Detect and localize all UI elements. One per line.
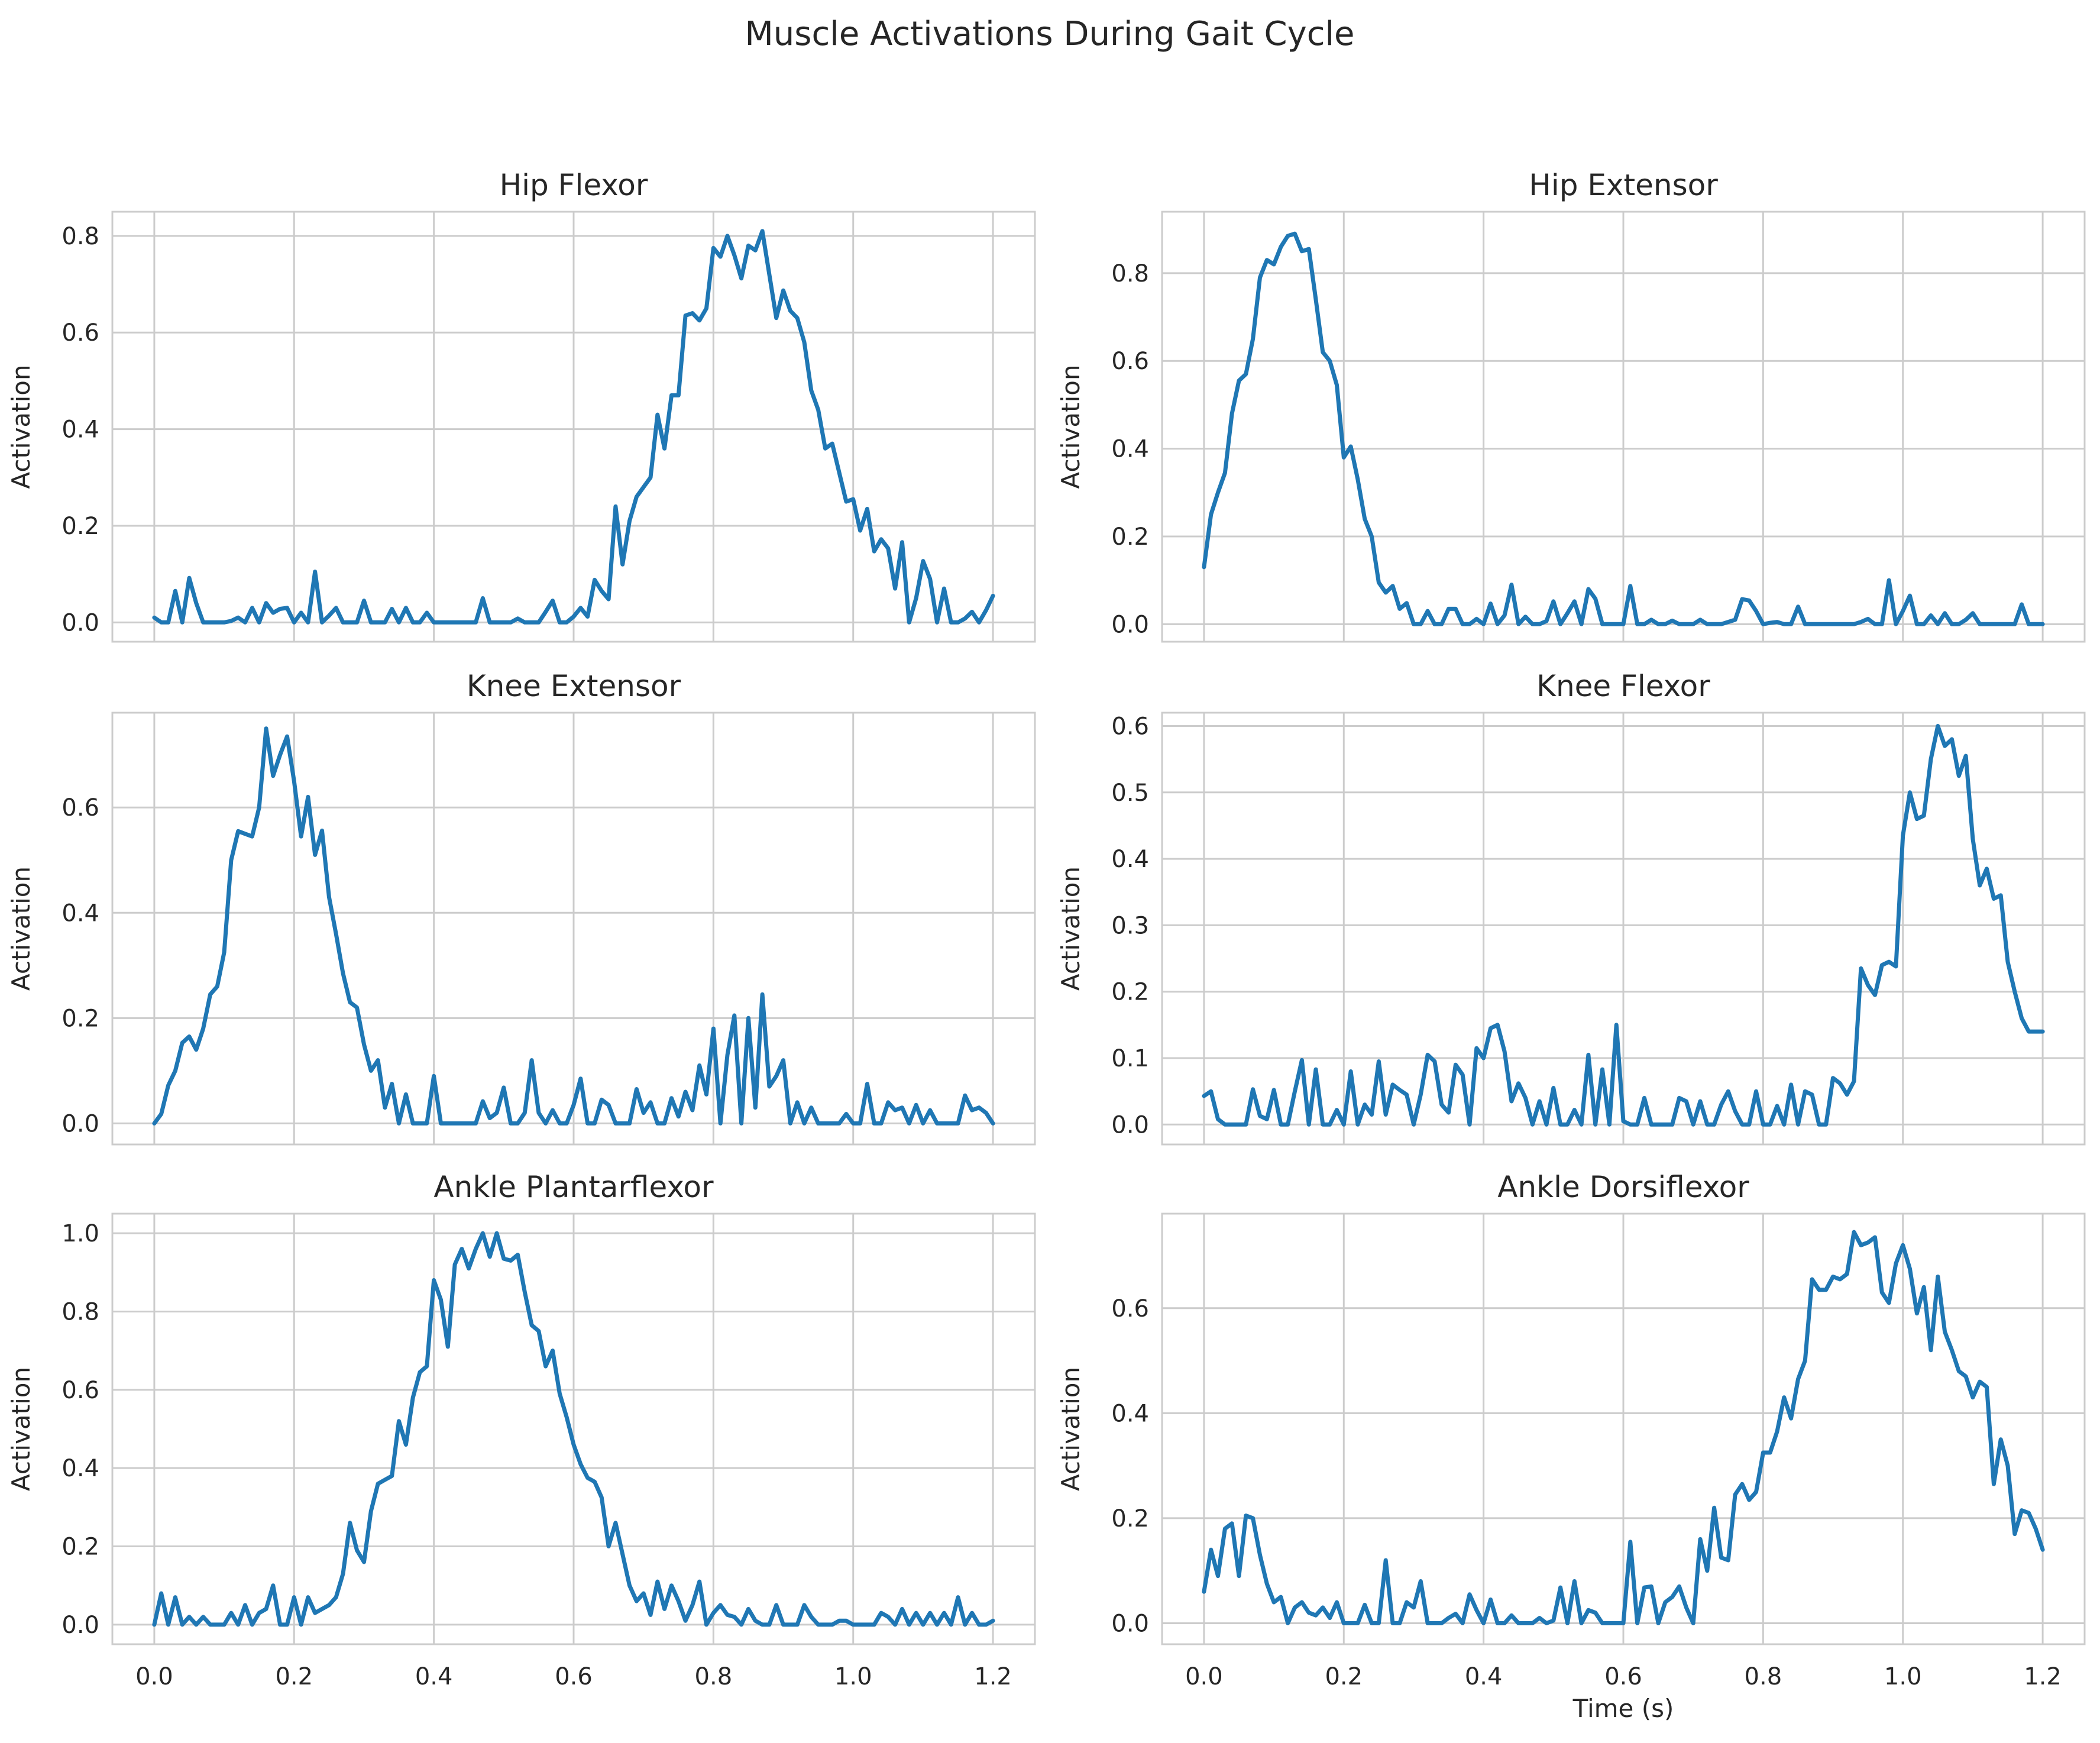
ankle-dorsiflexor-axes-frame [1161, 1212, 2086, 1645]
knee-extensor-y-tick-label: 0.6 [62, 794, 99, 822]
hip-flexor-activation-line [152, 229, 995, 625]
knee-flexor-y-tick-label: 0.3 [1111, 912, 1149, 939]
hip-extensor-y-tick-label: 0.8 [1111, 260, 1149, 287]
hip-extensor-y-tick-label: 0.6 [1111, 348, 1149, 375]
knee-extensor-y-tick-label: 0.4 [62, 900, 99, 927]
ankle-dorsiflexor-x-tick-label: 0.2 [1325, 1663, 1363, 1690]
ankle-dorsiflexor-x-tick-label: 0.6 [1604, 1663, 1642, 1690]
ankle-dorsiflexor-y-axis-label: Activation [1056, 1367, 1085, 1491]
ankle-plantarflexor-title: Ankle Plantarflexor [433, 1170, 714, 1204]
ankle-plantarflexor-y-tick-label: 0.2 [62, 1534, 99, 1561]
knee-flexor-axes-frame [1161, 712, 2086, 1146]
hip-extensor-activation-line [1202, 231, 2045, 626]
hip-flexor-title: Hip Flexor [500, 168, 648, 202]
figure-title: Muscle Activations During Gait Cycle [745, 15, 1354, 53]
hip-extensor-y-tick-label: 0.4 [1111, 436, 1149, 463]
ankle-dorsiflexor-x-axis-label: Time (s) [1572, 1694, 1674, 1723]
knee-extensor-y-axis-label: Activation [7, 866, 35, 991]
hip-extensor-y-axis-label: Activation [1056, 364, 1085, 489]
subplot-hip-flexor: 0.0 0.2 0.4 0.6 0.8 Hip Flexor Activation [7, 168, 1036, 643]
ankle-plantarflexor-x-tick-label: 0.8 [695, 1663, 733, 1690]
knee-flexor-y-tick-label: 0.4 [1111, 846, 1149, 873]
ankle-dorsiflexor-x-tick-label: 0.4 [1465, 1663, 1503, 1690]
ankle-plantarflexor-y-tick-label: 0.4 [62, 1455, 99, 1482]
hip-flexor-y-tick-label: 0.8 [62, 223, 99, 250]
knee-flexor-title: Knee Flexor [1536, 669, 1710, 703]
ankle-plantarflexor-y-tick-label: 0.6 [62, 1377, 99, 1404]
hip-flexor-y-tick-label: 0.0 [62, 609, 99, 636]
ankle-plantarflexor-x-tick-label: 0.2 [275, 1663, 313, 1690]
hip-extensor-axes-frame [1161, 211, 2086, 643]
ankle-dorsiflexor-x-tick-label: 1.2 [2024, 1663, 2062, 1690]
ankle-dorsiflexor-activation-line [1202, 1230, 2045, 1625]
knee-extensor-title: Knee Extensor [467, 669, 681, 703]
hip-extensor-title: Hip Extensor [1529, 168, 1718, 202]
ankle-plantarflexor-y-tick-label: 0.0 [62, 1612, 99, 1639]
ankle-plantarflexor-x-tick-label: 0.6 [555, 1663, 593, 1690]
subplot-ankle-dorsiflexor: 0.0 0.2 0.4 0.6 0.0 0.2 0.4 0.6 0.8 1.0 1.2 Ankle D… [1056, 1170, 2086, 1723]
ankle-dorsiflexor-x-tick-label: 0.8 [1745, 1663, 1782, 1690]
ankle-plantarflexor-x-tick-label: 0.0 [135, 1663, 173, 1690]
ankle-dorsiflexor-y-tick-label: 0.6 [1111, 1295, 1149, 1322]
subplot-hip-extensor: 0.0 0.2 0.4 0.6 0.8 Hip Extensor Activation [1056, 168, 2086, 643]
ankle-dorsiflexor-y-tick-label: 0.2 [1111, 1505, 1149, 1532]
hip-extensor-y-tick-label: 0.2 [1111, 523, 1149, 551]
knee-flexor-y-tick-label: 0.0 [1111, 1111, 1149, 1139]
knee-extensor-y-tick-label: 0.0 [62, 1110, 99, 1137]
knee-flexor-y-tick-label: 0.1 [1111, 1045, 1149, 1072]
hip-flexor-y-tick-label: 0.2 [62, 513, 99, 540]
subplot-knee-extensor: 0.0 0.2 0.4 0.6 Knee Extensor Activation [7, 669, 1036, 1146]
hip-flexor-y-tick-label: 0.6 [62, 319, 99, 347]
hip-flexor-axes-frame [111, 211, 1036, 643]
ankle-plantarflexor-x-tick-label: 1.0 [834, 1663, 872, 1690]
knee-extensor-activation-line [152, 726, 995, 1126]
ankle-plantarflexor-y-tick-label: 0.8 [62, 1298, 99, 1325]
knee-flexor-y-tick-label: 0.5 [1111, 780, 1149, 807]
knee-flexor-activation-line [1202, 724, 2045, 1127]
subplot-ankle-plantarflexor: 0.0 0.2 0.4 0.6 0.8 1.0 0.0 0.2 0.4 0.6 0.8 1.0 1.2 A… [7, 1170, 1036, 1690]
subplot-knee-flexor: 0.0 0.1 0.2 0.3 0.4 0.5 0.6 Knee Flexor Activati… [1056, 669, 2086, 1146]
hip-flexor-y-axis-label: Activation [7, 364, 35, 489]
knee-flexor-y-tick-label: 0.6 [1111, 713, 1149, 740]
ankle-dorsiflexor-x-tick-label: 0.0 [1185, 1663, 1223, 1690]
ankle-dorsiflexor-x-tick-label: 1.0 [1884, 1663, 1922, 1690]
ankle-plantarflexor-y-tick-label: 1.0 [62, 1220, 99, 1247]
ankle-plantarflexor-axes-frame [111, 1212, 1036, 1645]
ankle-plantarflexor-x-tick-label: 1.2 [974, 1663, 1012, 1690]
knee-extensor-axes-frame [111, 712, 1036, 1146]
ankle-dorsiflexor-title: Ankle Dorsiflexor [1497, 1170, 1749, 1204]
ankle-plantarflexor-x-tick-label: 0.4 [415, 1663, 453, 1690]
hip-extensor-y-tick-label: 0.0 [1111, 611, 1149, 638]
knee-extensor-y-tick-label: 0.2 [62, 1005, 99, 1032]
ankle-plantarflexor-y-axis-label: Activation [7, 1367, 35, 1491]
ankle-dorsiflexor-y-tick-label: 0.0 [1111, 1610, 1149, 1637]
knee-flexor-y-axis-label: Activation [1056, 866, 1085, 991]
ankle-plantarflexor-activation-line [152, 1231, 995, 1627]
hip-flexor-y-tick-label: 0.4 [62, 416, 99, 444]
ankle-dorsiflexor-y-tick-label: 0.4 [1111, 1400, 1149, 1427]
knee-flexor-y-tick-label: 0.2 [1111, 979, 1149, 1006]
